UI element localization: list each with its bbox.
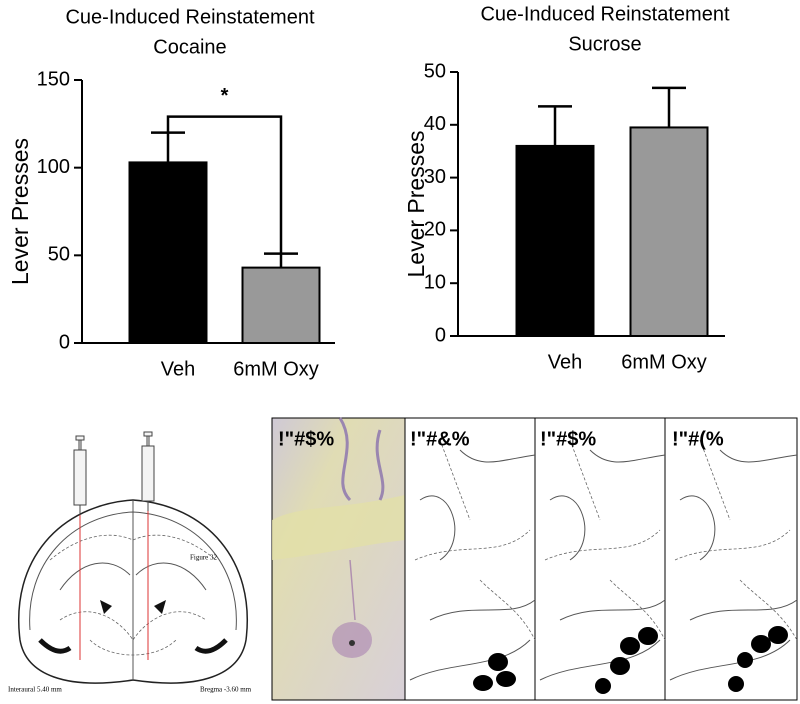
- x-tick-label: Veh: [548, 351, 582, 373]
- chart-title: Cue-Induced Reinstatement: [65, 6, 314, 28]
- y-tick-label: 100: [37, 156, 70, 178]
- bregma-label: Bregma -3.60 mm: [200, 686, 252, 694]
- panel-label: !"#$%: [540, 428, 596, 450]
- y-axis-label: Lever Presses: [403, 130, 429, 277]
- interaural-label: Interaural 5.40 mm: [8, 686, 62, 694]
- x-tick-label: 6mM Oxy: [233, 358, 319, 380]
- x-tick-label: Veh: [161, 358, 195, 380]
- y-tick-label: 10: [424, 271, 446, 293]
- brain-schematic: Figure 32 Interaural 5.40 mm Bregma -3.6…: [8, 431, 252, 694]
- chart-title: Cue-Induced Reinstatement: [480, 3, 729, 25]
- bar: [128, 161, 208, 344]
- panel-label: !"#&%: [410, 428, 470, 450]
- panel-label: !"#$%: [278, 428, 334, 450]
- figure-label: Figure 32: [190, 554, 218, 562]
- y-axis-label: Lever Presses: [7, 138, 33, 285]
- y-tick-label: 50: [48, 244, 70, 266]
- significance-bracket: [166, 115, 283, 254]
- bar: [515, 144, 595, 337]
- bar: [629, 126, 709, 337]
- chart-subtitle: Cocaine: [153, 36, 226, 58]
- histology-panel: [271, 417, 406, 701]
- chart-subtitle: Sucrose: [568, 33, 641, 55]
- y-tick-label: 0: [435, 324, 446, 346]
- x-tick-label: 6mM Oxy: [621, 351, 707, 373]
- bar: [241, 266, 321, 344]
- panel-label: !"#(%: [672, 428, 724, 450]
- y-tick-label: 50: [424, 60, 446, 82]
- y-tick-label: 30: [424, 166, 446, 188]
- atlas-panels: [404, 417, 798, 701]
- y-tick-label: 150: [37, 68, 70, 90]
- y-tick-label: 0: [59, 331, 70, 353]
- significance-label: *: [221, 85, 229, 107]
- y-tick-label: 20: [424, 219, 446, 241]
- y-tick-label: 40: [424, 113, 446, 135]
